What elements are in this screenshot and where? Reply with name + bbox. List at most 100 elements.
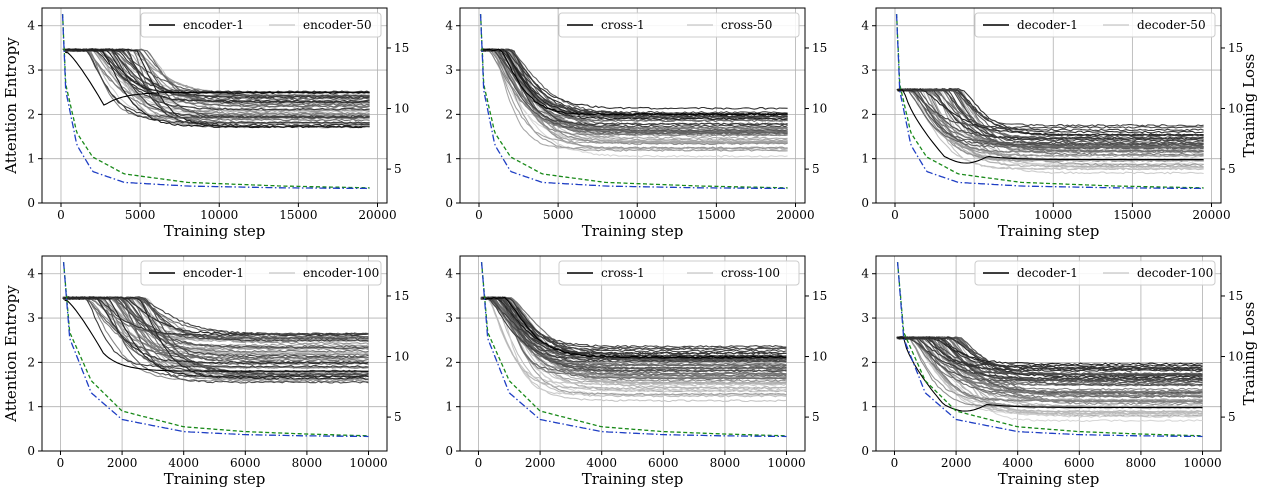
y-tick-label: 1 <box>861 400 869 414</box>
x-tick-label: 5000 <box>543 208 574 222</box>
entropy-series-line <box>896 336 1203 395</box>
x-axis-label: Training step <box>164 222 266 240</box>
x-tick-label: 10000 <box>1183 456 1221 470</box>
loss-dashdot-line <box>479 14 788 190</box>
y2-tick-label: 15 <box>394 41 409 55</box>
x-tick-label: 2000 <box>941 456 972 470</box>
entropy-series-line <box>480 296 787 396</box>
x-tick-label: 5000 <box>125 208 156 222</box>
y-tick-label: 0 <box>27 444 35 458</box>
x-tick-label: 15000 <box>279 208 317 222</box>
entropy-series-line <box>482 48 788 114</box>
x-tick-label: 10000 <box>1034 208 1072 222</box>
y-tick-label: 3 <box>445 311 453 325</box>
entropy-series-line <box>898 87 1204 142</box>
y-tick-label: 4 <box>27 267 35 281</box>
loss-dashdot-line <box>61 14 370 190</box>
y2-tick-label: 15 <box>1228 41 1243 55</box>
chart-panel-4: 0 2000 4000 6000 8000 10000 0 1 2 3 4 5 10 15 Training… <box>2 255 409 488</box>
x-tick-label: 6000 <box>230 456 261 470</box>
legend: cross-1 cross-100 <box>558 260 800 286</box>
legend-entry: decoder-1 <box>1017 266 1078 280</box>
y-tick-label: 3 <box>861 63 869 77</box>
y-tick-label: 3 <box>445 63 453 77</box>
entropy-series-line <box>63 296 369 337</box>
x-tick-label: 15000 <box>1113 208 1151 222</box>
x-tick-label: 6000 <box>648 456 679 470</box>
entropy-series-line <box>481 48 788 121</box>
loss-dashdot-line <box>896 262 1203 438</box>
entropy-series-line <box>483 48 788 126</box>
x-axis-label: Training step <box>582 470 684 488</box>
entropy-series-line <box>62 296 369 356</box>
entropy-series-line <box>897 336 1203 416</box>
y-tick-label: 3 <box>27 311 35 325</box>
entropy-series-line <box>62 296 369 365</box>
entropy-series-line <box>64 296 369 350</box>
entropy-series-line <box>898 336 1203 387</box>
entropy-series-line <box>64 296 369 378</box>
entropy-series-line <box>899 335 1203 380</box>
y-tick-label: 1 <box>445 400 453 414</box>
chart-panel-5: 0 2000 4000 6000 8000 10000 0 1 2 3 4 5 10 15 Training… <box>445 255 827 488</box>
loss-dashed-line <box>480 262 787 437</box>
y-tick-label: 1 <box>27 152 35 166</box>
legend-entry: encoder-100 <box>303 266 379 280</box>
y-tick-label: 1 <box>445 152 453 166</box>
x-tick-label: 2000 <box>525 456 556 470</box>
x-tick-label: 4000 <box>586 456 617 470</box>
y-tick-label: 4 <box>27 19 35 33</box>
y2-tick-label: 10 <box>394 350 409 364</box>
y-tick-label: 2 <box>27 107 35 121</box>
y2-tick-label: 15 <box>812 41 827 55</box>
y2-tick-label: 15 <box>1228 289 1243 303</box>
entropy-series-line <box>63 48 370 119</box>
chart-panel-1: 0 5000 10000 15000 20000 0 1 2 3 4 5 10 15 Training s… <box>2 7 409 240</box>
y-tick-label: 2 <box>445 355 453 369</box>
y2-tick-label: 5 <box>394 410 402 424</box>
entropy-series-line <box>899 336 1203 368</box>
entropy-series-line <box>481 297 787 359</box>
entropy-series-line <box>899 88 1204 154</box>
entropy-series-line <box>482 48 788 116</box>
entropy-series-line <box>481 48 788 118</box>
entropy-series-line <box>483 49 788 116</box>
y2-tick-label: 5 <box>812 162 820 176</box>
legend: encoder-1 encoder-100 <box>140 260 382 286</box>
y-tick-label: 3 <box>27 63 35 77</box>
entropy-series-line <box>64 48 370 103</box>
entropy-series-line <box>483 296 787 380</box>
axes-frame <box>459 7 806 204</box>
entropy-series-line <box>898 337 1203 412</box>
axes-frame <box>875 7 1222 204</box>
entropy-series-line <box>897 89 1204 164</box>
legend-entry: encoder-1 <box>183 18 244 32</box>
y2-tick-label: 5 <box>1228 162 1236 176</box>
y-tick-label: 1 <box>27 400 35 414</box>
loss-dashed-line <box>895 14 1204 189</box>
entropy-series-line <box>63 48 370 104</box>
chart-panel-6: 0 2000 4000 6000 8000 100000123451015Training… <box>861 255 1258 488</box>
entropy-series-line <box>896 336 1203 371</box>
entropy-series-line <box>64 48 370 119</box>
y2-tick-label: 5 <box>394 162 402 176</box>
x-tick-label: 20000 <box>358 208 396 222</box>
entropy-series-line <box>483 48 788 116</box>
y-tick-label: 0 <box>861 196 869 210</box>
y-tick-label: 2 <box>445 107 453 121</box>
y-tick-label: 2 <box>861 355 869 369</box>
entropy-series-line <box>898 335 1203 391</box>
x-tick-label: 10000 <box>618 208 656 222</box>
entropy-series-line <box>482 48 788 135</box>
x-tick-label: 5000 <box>959 208 990 222</box>
entropy-series-line <box>481 296 787 348</box>
y2-tick-label: 10 <box>394 102 409 116</box>
y2-tick-label: 15 <box>394 289 409 303</box>
entropy-series-line <box>480 48 788 128</box>
entropy-series-line <box>64 299 369 372</box>
entropy-series-line <box>481 296 787 350</box>
entropy-series-line <box>897 336 1203 382</box>
x-tick-label: 20000 <box>776 208 814 222</box>
x-axis-label: Training step <box>998 470 1100 488</box>
